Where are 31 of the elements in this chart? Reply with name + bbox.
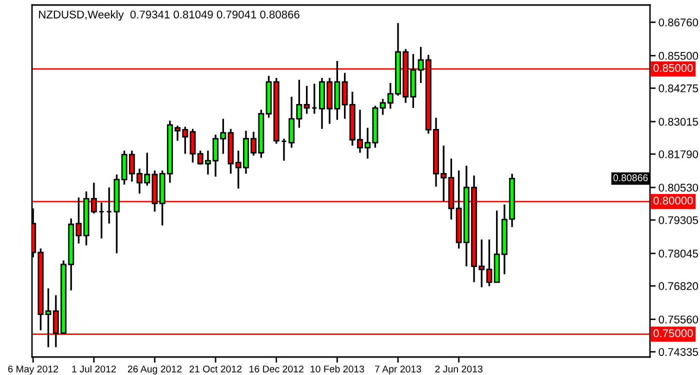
y-tick-label: 0.84275 — [658, 84, 698, 92]
ref-line-label: 0.75000 — [654, 329, 693, 338]
chart-title: NZDUSD,Weekly 0.79341 0.81049 0.79041 0.80866 — [39, 10, 300, 21]
y-tick-label: 0.85500 — [658, 52, 698, 60]
y-tick-label: 0.83015 — [658, 118, 698, 126]
candlestick — [106, 186, 112, 224]
x-tick-label: 1 Jul 2012 — [72, 365, 116, 372]
candlestick — [98, 202, 104, 240]
annotation: 0.80866 — [613, 174, 648, 182]
y-tick-label: 0.80530 — [658, 184, 698, 192]
y-tick-label: 0.75560 — [658, 316, 698, 324]
candlestick — [304, 85, 310, 115]
x-tick-label: 26 Aug 2012 — [128, 366, 182, 374]
x-tick-label: 10 Feb 2013 — [310, 365, 364, 372]
ref-line-label: 0.80000 — [654, 196, 693, 205]
x-tick-label: 16 Dec 2012 — [250, 366, 304, 372]
y-tick-label: 0.79305 — [658, 216, 698, 224]
y-tick-label: 0.81790 — [658, 150, 698, 158]
candlestick — [190, 128, 196, 164]
candlestick — [486, 238, 492, 288]
x-tick-label: 21 Oct 2012 — [190, 366, 242, 372]
y-tick-label: 0.86760 — [658, 18, 698, 26]
candlestick — [281, 138, 287, 162]
x-tick-label: 7 Apr 2013 — [375, 366, 422, 374]
y-tick-label: 0.78045 — [658, 250, 698, 258]
ref-line-label: 0.85000 — [654, 64, 693, 72]
y-tick-label: 0.76820 — [658, 282, 698, 290]
candlestick — [311, 82, 318, 115]
x-tick-label: 6 May 2012 — [8, 366, 58, 374]
y-tick-label: 0.74335 — [658, 348, 698, 356]
x-tick-label: 2 Jun 2013 — [435, 366, 482, 372]
